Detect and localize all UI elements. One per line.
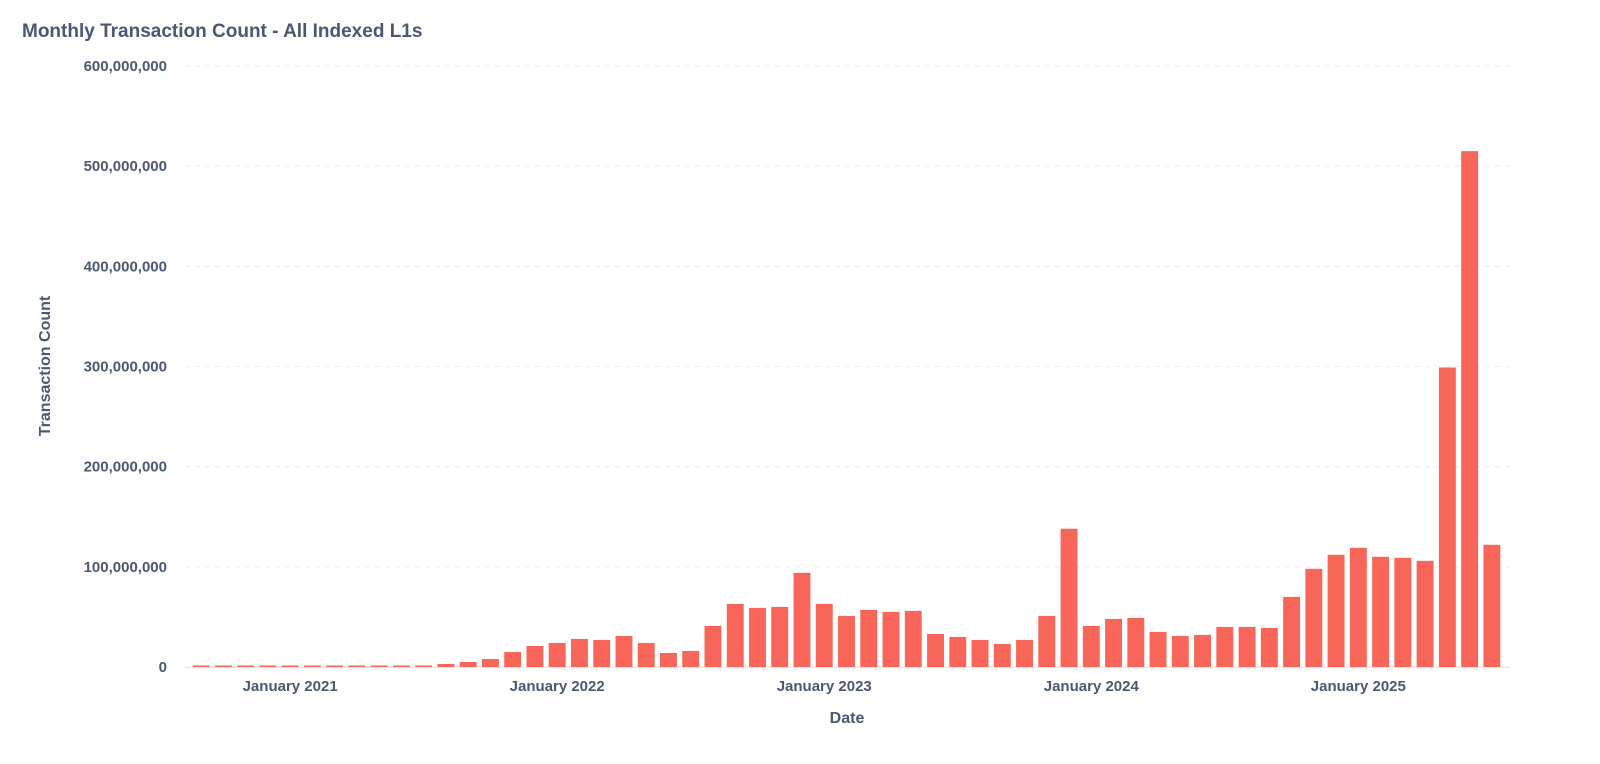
y-tick-label: 600,000,000 (84, 58, 167, 75)
bar (927, 633, 944, 667)
bar (1238, 626, 1256, 667)
x-tick-label: January 2021 (243, 678, 338, 695)
bar (660, 652, 677, 667)
bar (993, 643, 1011, 667)
bar (1194, 634, 1212, 667)
bar (1327, 554, 1345, 667)
x-tick-label: January 2024 (1044, 678, 1140, 695)
bar (415, 665, 433, 667)
bar (326, 665, 344, 667)
bar (281, 665, 299, 667)
chart-title: Monthly Transaction Count - All Indexed … (22, 21, 422, 42)
bar (1461, 151, 1479, 667)
bar (1349, 547, 1367, 667)
bar (882, 611, 900, 667)
x-axis-title: Date (830, 710, 865, 727)
bar (259, 665, 277, 667)
bar (1060, 528, 1078, 667)
bar (1483, 544, 1501, 667)
bar (682, 650, 700, 667)
bar (370, 665, 388, 667)
bar (1082, 625, 1100, 667)
bar (237, 665, 255, 667)
bar (1394, 557, 1412, 667)
bar (726, 603, 744, 667)
bar (904, 610, 922, 667)
bar (1105, 618, 1123, 667)
bar (838, 615, 855, 667)
x-tick-label: January 2022 (510, 678, 605, 695)
y-tick-label: 200,000,000 (84, 459, 167, 476)
bar (637, 642, 655, 667)
bar (526, 645, 544, 667)
bar (749, 607, 766, 667)
y-axis-title: Transaction Count (37, 295, 54, 436)
bar (1372, 556, 1390, 667)
bar (504, 651, 522, 667)
bar (570, 638, 588, 667)
bar (1171, 635, 1189, 667)
bar (481, 658, 499, 667)
bar (1149, 631, 1167, 667)
bar (593, 639, 611, 667)
x-tick-label: January 2023 (777, 678, 872, 695)
y-tick-label: 300,000,000 (84, 359, 167, 376)
bar (459, 661, 477, 667)
bar (615, 635, 633, 667)
bar (771, 606, 789, 667)
bar (704, 625, 722, 667)
y-tick-label: 400,000,000 (84, 258, 167, 275)
y-tick-label: 0 (159, 659, 167, 676)
bar (437, 663, 455, 667)
bar (348, 665, 366, 667)
bar (392, 665, 410, 667)
bar (971, 639, 989, 667)
bar (192, 665, 210, 667)
bar (815, 603, 833, 667)
bar (1038, 615, 1056, 667)
y-tick-label: 500,000,000 (84, 158, 167, 175)
bar (303, 665, 321, 667)
bar (860, 609, 878, 667)
bar (1416, 560, 1434, 667)
bar (548, 642, 566, 667)
bar (793, 572, 811, 667)
x-tick-label: January 2025 (1311, 678, 1406, 695)
y-tick-label: 100,000,000 (84, 559, 167, 576)
bar (1438, 367, 1456, 667)
bar (1216, 626, 1234, 667)
bar (949, 636, 967, 667)
bar (1016, 639, 1033, 667)
bar (1305, 568, 1323, 667)
bar (214, 665, 232, 667)
bar (1283, 596, 1301, 667)
bar (1127, 617, 1145, 667)
bar (1260, 627, 1278, 667)
